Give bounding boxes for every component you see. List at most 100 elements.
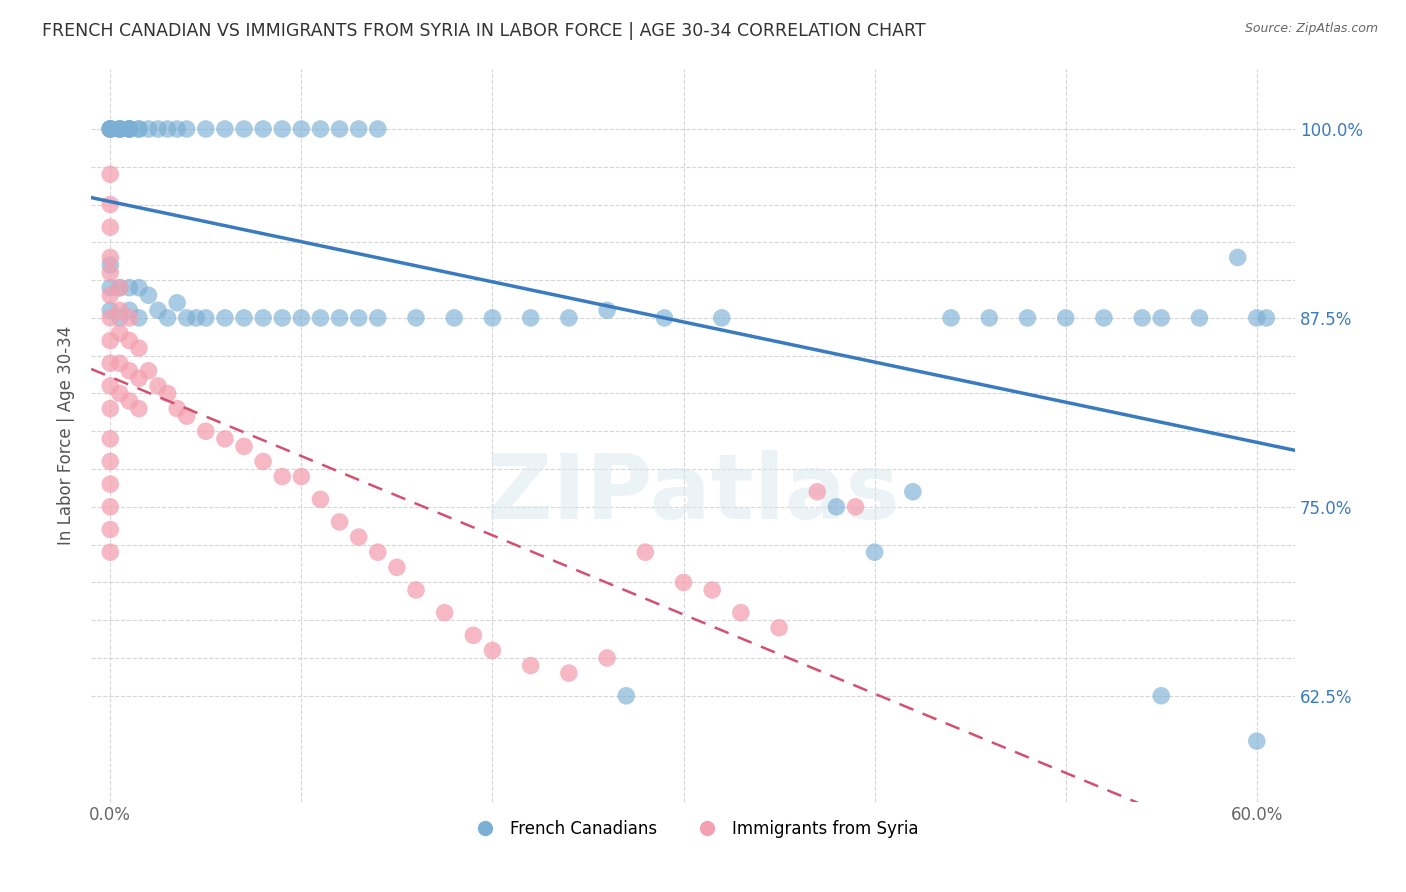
- Text: Source: ZipAtlas.com: Source: ZipAtlas.com: [1244, 22, 1378, 36]
- Point: [118, 303, 141, 318]
- Point: [347, 530, 370, 544]
- Point: [385, 560, 408, 574]
- Point: [98, 477, 121, 491]
- Point: [1054, 310, 1077, 325]
- Point: [108, 122, 131, 136]
- Text: FRENCH CANADIAN VS IMMIGRANTS FROM SYRIA IN LABOR FORCE | AGE 30-34 CORRELATION : FRENCH CANADIAN VS IMMIGRANTS FROM SYRIA…: [42, 22, 925, 40]
- Point: [186, 310, 208, 325]
- Point: [98, 523, 121, 537]
- Point: [98, 379, 121, 393]
- Point: [98, 401, 121, 416]
- Point: [138, 364, 160, 378]
- Point: [166, 401, 188, 416]
- Point: [98, 310, 121, 325]
- Point: [463, 628, 485, 642]
- Point: [138, 122, 160, 136]
- Point: [405, 582, 427, 597]
- Point: [108, 281, 131, 295]
- Point: [118, 334, 141, 348]
- Point: [271, 122, 294, 136]
- Point: [98, 251, 121, 265]
- Point: [146, 379, 169, 393]
- Point: [194, 310, 217, 325]
- Point: [329, 310, 352, 325]
- Point: [166, 295, 188, 310]
- Point: [214, 122, 236, 136]
- Y-axis label: In Labor Force | Age 30-34: In Labor Force | Age 30-34: [58, 326, 75, 545]
- Point: [233, 310, 256, 325]
- Point: [156, 386, 179, 401]
- Point: [128, 122, 150, 136]
- Point: [702, 582, 724, 597]
- Point: [156, 310, 179, 325]
- Point: [443, 310, 465, 325]
- Point: [108, 356, 131, 370]
- Point: [1017, 310, 1039, 325]
- Point: [118, 281, 141, 295]
- Point: [128, 401, 150, 416]
- Point: [519, 310, 541, 325]
- Point: [146, 122, 169, 136]
- Point: [118, 364, 141, 378]
- Point: [329, 122, 352, 136]
- Point: [98, 334, 121, 348]
- Point: [214, 310, 236, 325]
- Point: [98, 266, 121, 280]
- Point: [118, 394, 141, 409]
- Point: [844, 500, 866, 514]
- Point: [194, 122, 217, 136]
- Point: [481, 310, 503, 325]
- Point: [614, 689, 637, 703]
- Point: [118, 122, 141, 136]
- Point: [1246, 734, 1268, 748]
- Point: [128, 341, 150, 355]
- Point: [98, 545, 121, 559]
- Point: [309, 310, 332, 325]
- Point: [176, 310, 198, 325]
- Point: [596, 651, 619, 665]
- Point: [710, 310, 733, 325]
- Point: [146, 303, 169, 318]
- Point: [290, 310, 312, 325]
- Point: [347, 310, 370, 325]
- Point: [1092, 310, 1115, 325]
- Point: [98, 220, 121, 235]
- Point: [309, 492, 332, 507]
- Point: [252, 122, 274, 136]
- Point: [166, 122, 188, 136]
- Point: [108, 310, 131, 325]
- Point: [768, 621, 790, 635]
- Point: [347, 122, 370, 136]
- Point: [405, 310, 427, 325]
- Point: [128, 122, 150, 136]
- Point: [98, 356, 121, 370]
- Point: [128, 281, 150, 295]
- Point: [290, 122, 312, 136]
- Point: [519, 658, 541, 673]
- Point: [138, 288, 160, 302]
- Point: [329, 515, 352, 529]
- Point: [98, 303, 121, 318]
- Point: [252, 454, 274, 468]
- Point: [108, 326, 131, 340]
- Point: [252, 310, 274, 325]
- Point: [1150, 689, 1173, 703]
- Point: [98, 432, 121, 446]
- Point: [596, 303, 619, 318]
- Point: [863, 545, 886, 559]
- Point: [108, 303, 131, 318]
- Point: [1256, 310, 1278, 325]
- Point: [108, 122, 131, 136]
- Point: [1246, 310, 1268, 325]
- Point: [214, 432, 236, 446]
- Point: [730, 606, 752, 620]
- Point: [98, 197, 121, 211]
- Point: [433, 606, 456, 620]
- Point: [118, 122, 141, 136]
- Point: [98, 281, 121, 295]
- Point: [654, 310, 676, 325]
- Point: [271, 310, 294, 325]
- Point: [806, 484, 828, 499]
- Point: [98, 122, 121, 136]
- Point: [233, 122, 256, 136]
